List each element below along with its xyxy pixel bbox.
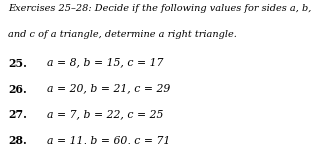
Text: a = 20, b = 21, c = 29: a = 20, b = 21, c = 29	[40, 84, 171, 93]
Text: 25.: 25.	[8, 58, 27, 69]
Text: 28.: 28.	[8, 135, 27, 144]
Text: a = 11, b = 60, c = 71: a = 11, b = 60, c = 71	[40, 135, 171, 144]
Text: Exercises 25–28: Decide if the following values for sides a, b,: Exercises 25–28: Decide if the following…	[8, 4, 312, 13]
Text: a = 8, b = 15, c = 17: a = 8, b = 15, c = 17	[40, 58, 164, 68]
Text: and c of a triangle, determine a right triangle.: and c of a triangle, determine a right t…	[8, 30, 237, 39]
Text: 27.: 27.	[8, 109, 27, 120]
Text: a = 7, b = 22, c = 25: a = 7, b = 22, c = 25	[40, 109, 164, 119]
Text: 26.: 26.	[8, 84, 27, 94]
